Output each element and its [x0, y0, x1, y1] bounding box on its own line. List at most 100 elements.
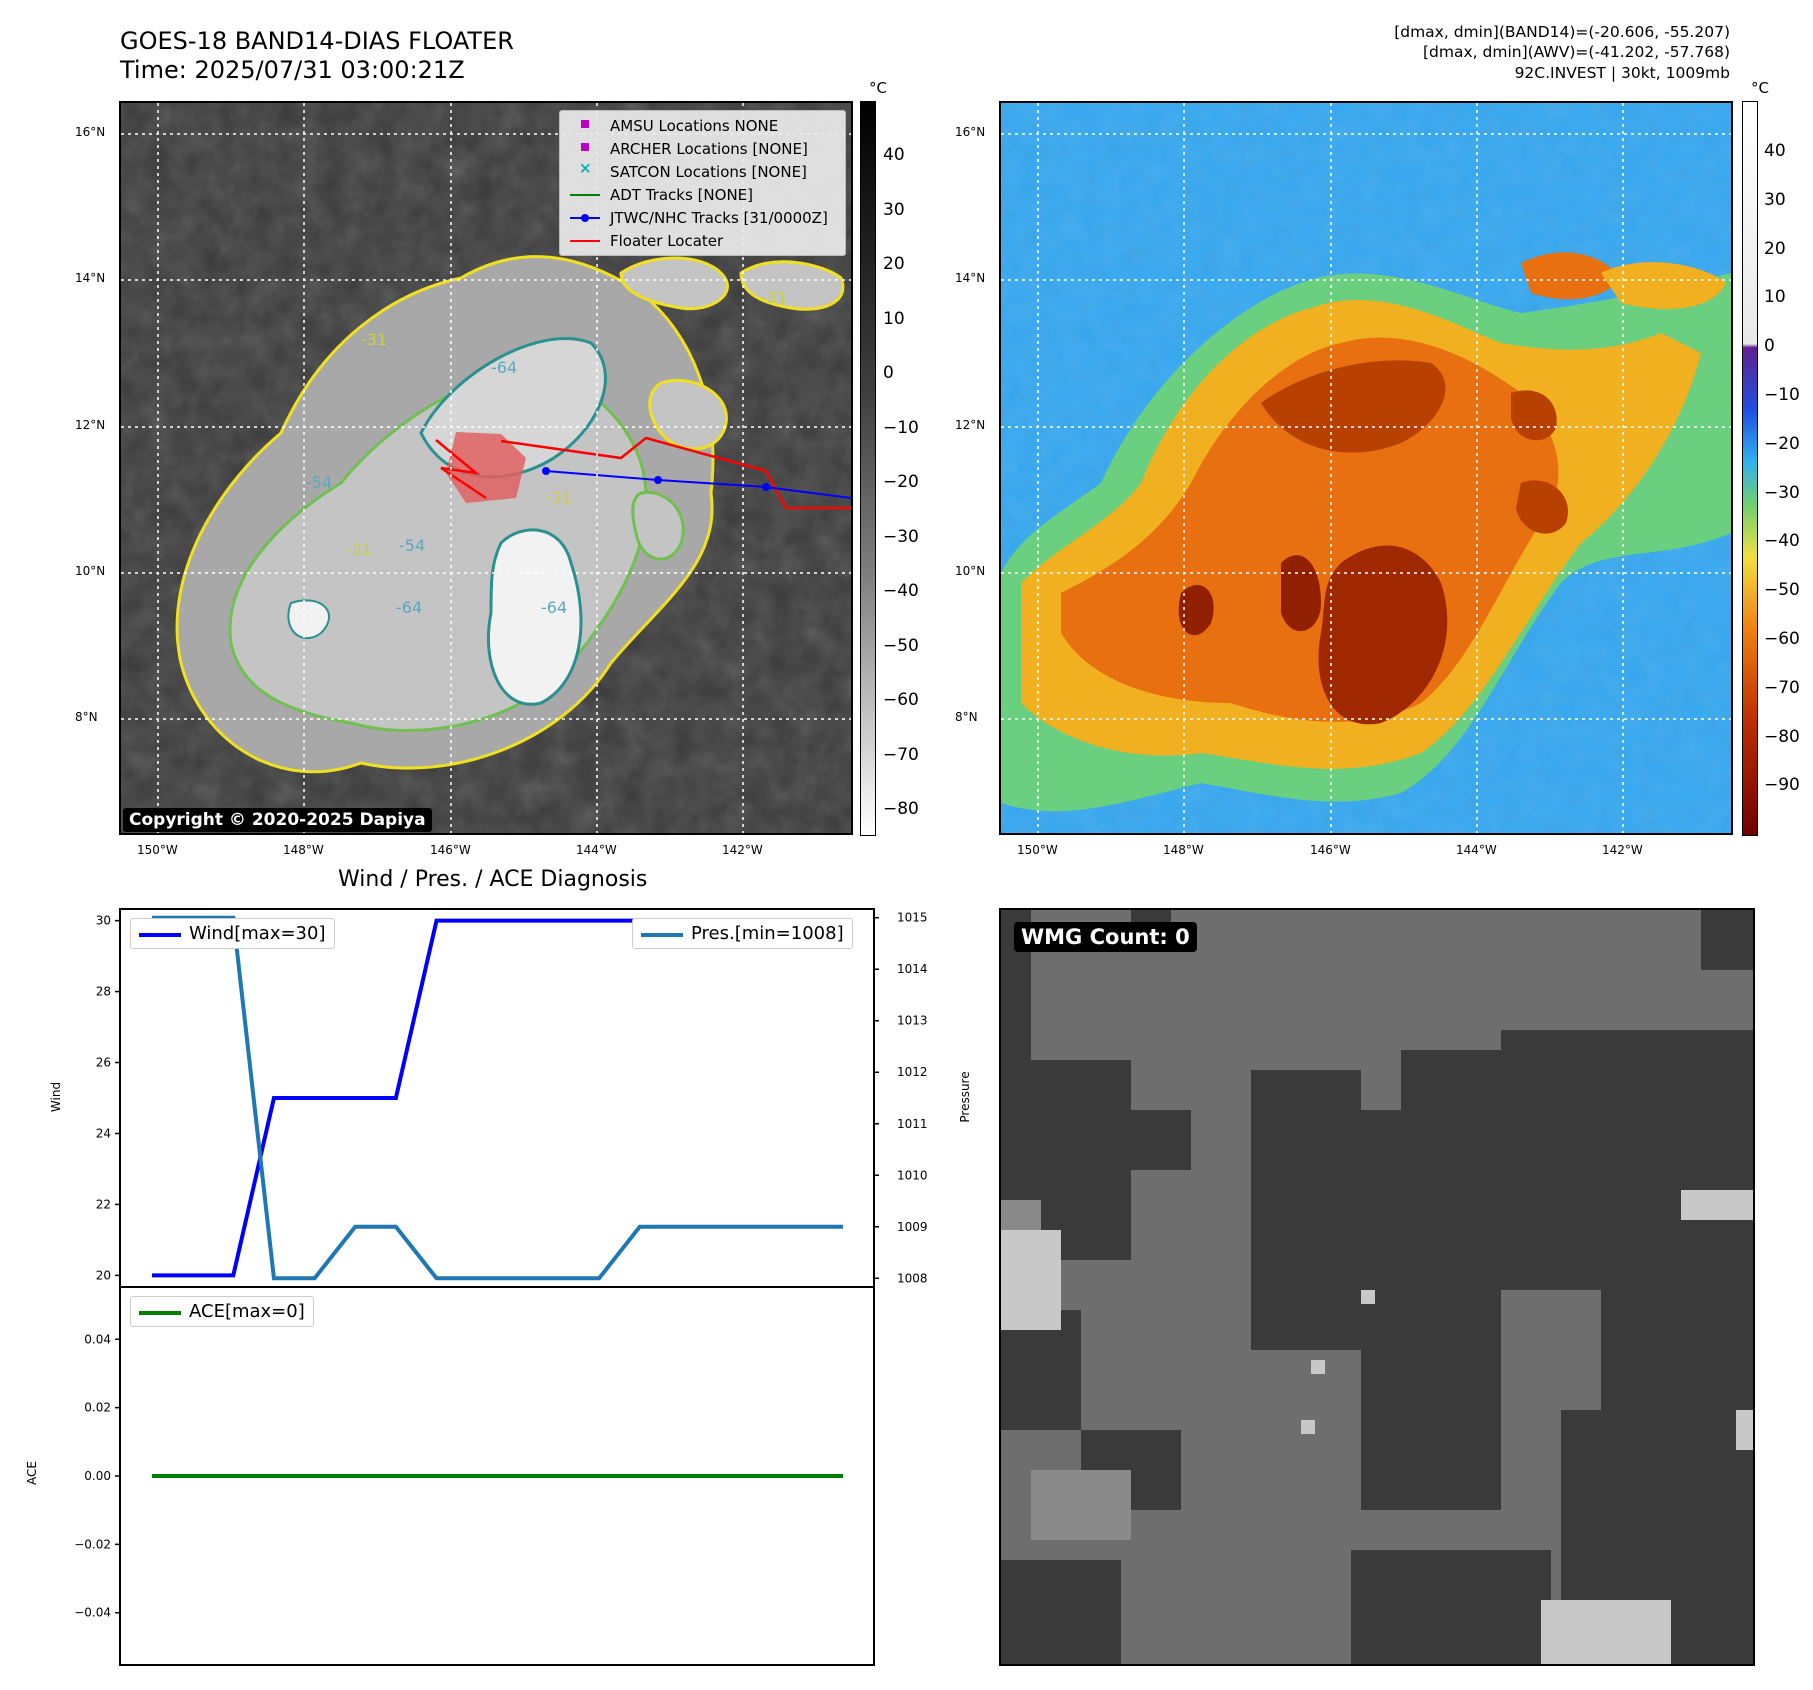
contour-label: -54 — [399, 536, 425, 555]
contour-label: -31 — [346, 540, 372, 559]
figure-title: GOES-18 BAND14-DIAS FLOATER — [120, 27, 514, 55]
square-marker-icon — [581, 143, 589, 151]
colorbar-tick-label: −20 — [1764, 433, 1800, 454]
wind-tick-label: 26 — [96, 1056, 111, 1070]
colorbar-tick-label: −10 — [883, 417, 919, 438]
lat-tick: 16°N — [955, 125, 986, 139]
legend-wind: Wind[max=30] — [130, 918, 335, 949]
lon-tick: 146°W — [1310, 843, 1351, 857]
colorbar-tick-label: −40 — [883, 581, 919, 601]
wmg-image — [1001, 910, 1753, 1664]
color-map-panel — [999, 101, 1733, 835]
colorbar-tick-label: 30 — [1764, 189, 1786, 210]
contour-label: -64 — [541, 598, 567, 617]
wind-tick-label: 30 — [96, 914, 111, 928]
ace-tick-label: 0.04 — [84, 1332, 111, 1346]
contour-label: -64 — [396, 598, 422, 617]
colorbar-tick-label: −50 — [1764, 580, 1800, 601]
contour-label: -31 — [546, 488, 572, 507]
pressure-axis-label: Pressure — [958, 1071, 972, 1123]
lon-tick: 142°W — [722, 843, 763, 857]
colorbar-tick-label: 10 — [1764, 287, 1786, 308]
lat-tick: 14°N — [955, 271, 986, 285]
ace-tick-label: 0.00 — [84, 1469, 111, 1483]
wind-tick-label: 22 — [96, 1197, 111, 1211]
lat-tick: 10°N — [75, 564, 106, 578]
lat-tick: 14°N — [75, 271, 106, 285]
square-marker-icon — [581, 120, 589, 128]
lat-tick: 8°N — [75, 710, 98, 724]
pressure-tick-label: 1015 — [897, 911, 928, 925]
legend-ace: ACE[max=0] — [130, 1296, 314, 1327]
diag-awv: [dmax, dmin](AWV)=(-41.202, -57.768) — [1423, 43, 1730, 61]
colorbar-tick-label: −60 — [1764, 629, 1800, 649]
line-swatch-icon — [139, 1311, 181, 1315]
lon-tick: 150°W — [137, 843, 178, 857]
colorbar-tick-label: −50 — [883, 635, 919, 656]
lat-tick: 16°N — [75, 125, 106, 139]
pressure-tick-label: 1009 — [897, 1220, 928, 1234]
colorbar-tick-label: 30 — [883, 199, 905, 220]
wind-tick-label: 20 — [96, 1268, 111, 1282]
lat-tick: 12°N — [955, 418, 986, 432]
colorbar-tick-label: −30 — [1764, 482, 1800, 503]
ace-tick-label: 0.02 — [84, 1401, 111, 1415]
wind-axis-label: Wind — [49, 1081, 63, 1113]
ace-tick-label: −0.04 — [74, 1606, 111, 1620]
pressure-tick-label: 1011 — [897, 1117, 928, 1131]
pressure-tick-label: 1008 — [897, 1271, 928, 1285]
pressure-tick-label: 1012 — [897, 1065, 928, 1079]
ir-map-panel: -64 -31 -54 -54 -31 -64 -64 -31 -31 AMSU… — [119, 101, 853, 835]
colorbar-tick-label: −70 — [1764, 677, 1800, 698]
color-map-image — [1001, 103, 1731, 833]
line-swatch-icon — [641, 933, 683, 937]
ace-tick-label: −0.02 — [74, 1537, 111, 1551]
legend-pressure: Pres.[min=1008] — [632, 918, 853, 949]
colorbar-left — [860, 101, 876, 836]
lat-tick: 12°N — [75, 418, 106, 432]
ace-axis-label: ACE — [25, 1461, 39, 1485]
pressure-tick-label: 1013 — [897, 1014, 928, 1028]
wind-tick-label: 24 — [96, 1126, 111, 1140]
figure-time: Time: 2025/07/31 03:00:21Z — [120, 56, 465, 84]
colorbar-tick-label: −10 — [1764, 385, 1800, 405]
wmg-count-badge: WMG Count: 0 — [1014, 922, 1197, 952]
colorbar-tick-label: −30 — [883, 526, 919, 547]
map-legend: AMSU Locations NONE ARCHER Locations [NO… — [559, 110, 846, 256]
line-swatch-icon — [139, 933, 181, 937]
wmg-panel: WMG Count: 0 — [999, 908, 1755, 1666]
copyright-badge: Copyright © 2020-2025 Dapiya — [123, 808, 432, 832]
pressure-tick-label: 1014 — [897, 962, 928, 976]
colorbar-tick-label: −80 — [883, 799, 919, 819]
line-swatch-icon — [570, 240, 600, 242]
colorbar-unit: °C — [869, 79, 887, 97]
lon-tick: 142°W — [1602, 843, 1643, 857]
pressure-tick-label: 1010 — [897, 1168, 928, 1182]
diag-storm: 92C.INVEST | 30kt, 1009mb — [1514, 64, 1730, 82]
lat-tick: 8°N — [955, 710, 978, 724]
contour-label: -31 — [361, 330, 387, 349]
colorbar-unit: °C — [1751, 79, 1769, 97]
colorbar-tick-label: −90 — [1764, 775, 1800, 796]
colorbar-tick-label: −40 — [1764, 531, 1800, 552]
diag-plot-title: Wind / Pres. / ACE Diagnosis — [338, 867, 648, 892]
colorbar-right — [1742, 101, 1758, 836]
colorbar-tick-label: −80 — [1764, 726, 1800, 747]
colorbar-tick-label: −20 — [883, 472, 919, 492]
lon-tick: 148°W — [283, 843, 324, 857]
colorbar-tick-label: 20 — [883, 254, 905, 274]
colorbar-tick-label: 20 — [1764, 238, 1786, 259]
line-swatch-icon — [570, 194, 600, 196]
lon-tick: 144°W — [1456, 843, 1497, 857]
wind-series-line — [152, 918, 843, 1278]
colorbar-tick-label: 0 — [1764, 336, 1775, 357]
dot-marker-icon — [581, 214, 589, 222]
contour-label: -31 — [761, 288, 787, 307]
colorbar-tick-label: 0 — [883, 363, 894, 383]
pressure-series-line — [152, 915, 843, 1281]
lon-tick: 150°W — [1017, 843, 1058, 857]
colorbar-tick-label: −60 — [883, 690, 919, 710]
wind-tick-label: 28 — [96, 985, 111, 999]
colorbar-tick-label: 40 — [1764, 141, 1786, 161]
